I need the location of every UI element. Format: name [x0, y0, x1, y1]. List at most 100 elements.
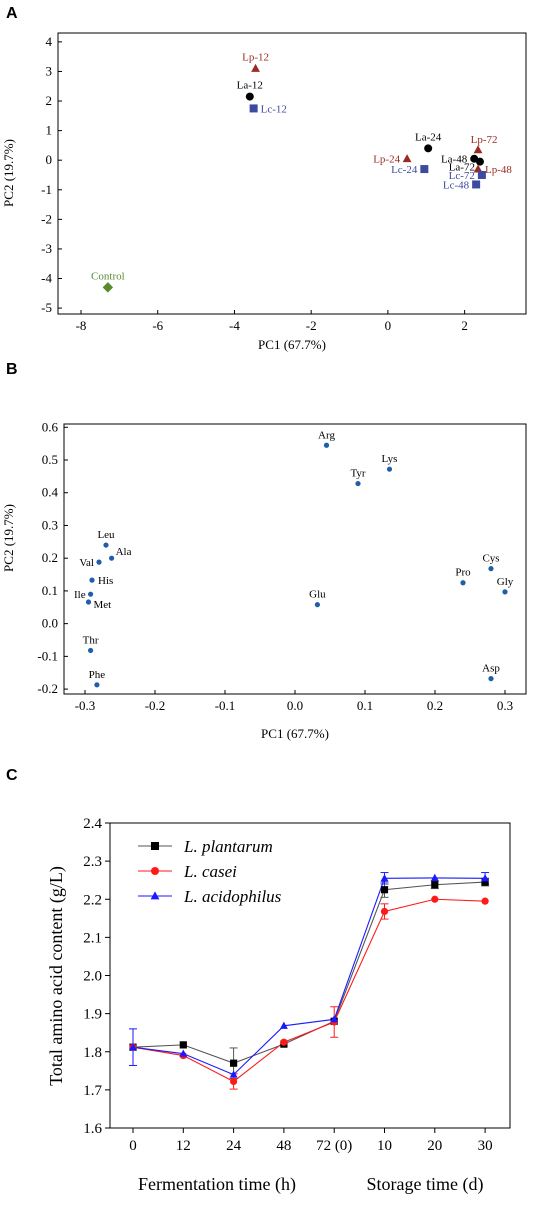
- x-tick-label: 0: [129, 1138, 137, 1154]
- data-point-lp-12: [251, 63, 260, 72]
- x-tick-label: 12: [176, 1138, 191, 1154]
- point-label: Val: [79, 557, 94, 569]
- data-point-tyr: [355, 480, 361, 487]
- panel-b-plot-frame: [63, 423, 527, 695]
- x-tick-label: -2: [306, 318, 317, 333]
- data-point-ala: [109, 555, 115, 561]
- y-tick-label: -5: [41, 300, 52, 315]
- point-label: Pro: [455, 567, 471, 579]
- y-tick-label: 1.9: [83, 1007, 102, 1023]
- data-point-asp: [488, 676, 494, 682]
- point-label: Lys: [382, 453, 398, 465]
- data-point-series-2: [179, 1049, 188, 1057]
- y-tick-label: 2.1: [83, 930, 102, 946]
- x-tick-label: 10: [377, 1138, 392, 1154]
- panel-b: B -0.3 -0.2 -0.1 0.0 0.1 0.2 0.3 -0.2 -0.1 0.0 0.1…: [1, 361, 527, 741]
- x-tick-label: 0.0: [287, 698, 303, 713]
- point-label: La-72: [449, 162, 475, 174]
- y-tick-label: -4: [41, 271, 52, 286]
- data-point-lys: [386, 466, 393, 472]
- data-point-series-2: [380, 874, 389, 882]
- data-point-thr: [88, 647, 94, 654]
- point-label: Lc-72: [449, 170, 475, 182]
- y-tick-label: -0.1: [37, 648, 58, 663]
- data-point-met: [85, 599, 92, 605]
- y-tick-label: 0.5: [42, 452, 58, 467]
- point-label: Ala: [116, 546, 132, 558]
- panel-c-plot-frame: [109, 822, 511, 1129]
- y-tick-label: 4: [46, 34, 53, 49]
- x-tick-label: 72 (0): [316, 1138, 352, 1154]
- data-point-lc-24: [420, 165, 429, 174]
- data-point-series-0: [230, 1059, 238, 1067]
- panel-c-legend: L. plantarum L. casei L. acidophilus: [138, 837, 282, 906]
- data-point-phe: [94, 682, 100, 688]
- y-tick-label: 0.6: [42, 419, 59, 434]
- y-tick-label: -0.2: [37, 681, 58, 696]
- panel-a-x-axis-label: PC1 (67.7%): [258, 337, 326, 352]
- data-point-series-0: [431, 881, 439, 889]
- point-label: Lp-72: [471, 134, 498, 146]
- data-point-gly: [502, 589, 508, 595]
- data-point-series-2: [279, 1021, 288, 1029]
- data-point-series-0: [481, 878, 489, 886]
- x-tick-label: 20: [427, 1138, 442, 1154]
- point-label: Lp-48: [485, 164, 512, 176]
- data-point-lp-72: [473, 145, 483, 154]
- x-tick-label: -0.3: [75, 698, 96, 713]
- y-tick-label: 0: [46, 152, 53, 167]
- panel-b-x-axis-label: PC1 (67.7%): [261, 726, 329, 741]
- series-line-0: [132, 881, 486, 1064]
- point-label: His: [98, 575, 113, 587]
- x-tick-label: -0.2: [145, 698, 166, 713]
- data-point-pro: [460, 580, 466, 586]
- data-point-val: [96, 559, 102, 565]
- data-point-leu: [103, 542, 109, 548]
- data-point-series-0: [380, 886, 389, 894]
- y-tick-label: 0.3: [42, 517, 58, 532]
- panel-a-plot-frame: [57, 32, 527, 315]
- data-point-glu: [314, 602, 320, 608]
- point-label: Lc-48: [443, 179, 470, 191]
- point-label: La-48: [441, 154, 468, 166]
- legend-label: L. plantarum: [183, 837, 273, 856]
- x-tick-label: 0: [385, 318, 392, 333]
- data-point-series-2: [430, 873, 439, 881]
- point-label: Lp-24: [373, 154, 400, 166]
- y-tick-label: 1.6: [83, 1121, 102, 1137]
- data-point-lc-72: [477, 170, 486, 179]
- point-label: La-24: [415, 131, 442, 143]
- y-tick-label: 2.3: [83, 854, 102, 870]
- y-tick-label: 2.0: [83, 969, 102, 985]
- point-label: Glu: [309, 589, 326, 601]
- data-point-series-2: [229, 1070, 238, 1078]
- y-tick-label: 1.7: [83, 1083, 102, 1099]
- point-label: Lc-12: [261, 103, 287, 115]
- x-tick-label: 0.3: [497, 698, 513, 713]
- y-tick-label: 0.1: [42, 583, 58, 598]
- x-tick-label: 0.1: [357, 698, 373, 713]
- y-tick-label: 1.8: [83, 1045, 102, 1061]
- y-tick-label: -3: [41, 241, 52, 256]
- data-point-cys: [488, 566, 494, 572]
- x-tick-label: -8: [76, 318, 87, 333]
- data-point-control: [102, 282, 114, 293]
- panel-c-x-axis-label-storage: Storage time (d): [367, 1174, 484, 1195]
- legend-marker: [151, 842, 159, 850]
- point-label: Control: [91, 270, 125, 282]
- y-tick-label: -1: [41, 182, 52, 197]
- data-point-series-1: [431, 895, 439, 903]
- data-point-la-24: [424, 144, 433, 153]
- data-point-lc-12: [249, 104, 258, 113]
- y-tick-label: 3: [46, 63, 53, 78]
- panel-b-letter: B: [6, 361, 18, 378]
- point-label: Ile: [74, 589, 86, 601]
- data-point-series-2: [481, 874, 490, 882]
- y-tick-label: 0.4: [42, 485, 59, 500]
- panel-c-x-axis-label-fermentation: Fermentation time (h): [138, 1174, 296, 1195]
- series-line-2: [132, 877, 486, 1076]
- point-label: Cys: [482, 553, 499, 565]
- data-point-series-1: [230, 1077, 238, 1086]
- data-point-la-72: [475, 157, 484, 166]
